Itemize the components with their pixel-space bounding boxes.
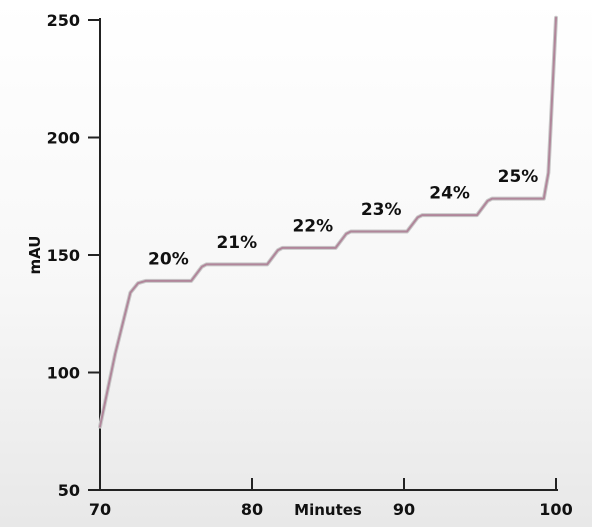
step-percent-label: 21% bbox=[216, 233, 257, 253]
x-tick-label: 70 bbox=[89, 500, 111, 519]
step-percent-label: 25% bbox=[498, 167, 539, 187]
x-tick-label: 90 bbox=[393, 500, 415, 519]
step-percent-label: 20% bbox=[148, 249, 189, 269]
x-tick-label: 100 bbox=[539, 500, 572, 519]
y-tick-label: 150 bbox=[47, 246, 80, 265]
y-tick-label: 200 bbox=[47, 129, 80, 148]
x-tick-label: 80 bbox=[241, 500, 263, 519]
step-percent-label: 22% bbox=[292, 217, 333, 237]
y-tick-label: 250 bbox=[47, 11, 80, 30]
plot-area bbox=[98, 15, 558, 429]
ticks: 50 100 150 200 250 70 80 90 100 bbox=[47, 11, 573, 519]
series-line bbox=[99, 16, 557, 428]
y-tick-label: 50 bbox=[58, 481, 80, 500]
step-percent-label: 24% bbox=[429, 184, 470, 204]
y-axis-title: mAU bbox=[26, 236, 44, 275]
annotations: 20% 21% 22% 23% 24% 25% bbox=[148, 167, 538, 269]
y-tick-label: 100 bbox=[47, 364, 80, 383]
x-axis-title: Minutes bbox=[294, 501, 362, 519]
step-percent-label: 23% bbox=[361, 200, 402, 220]
